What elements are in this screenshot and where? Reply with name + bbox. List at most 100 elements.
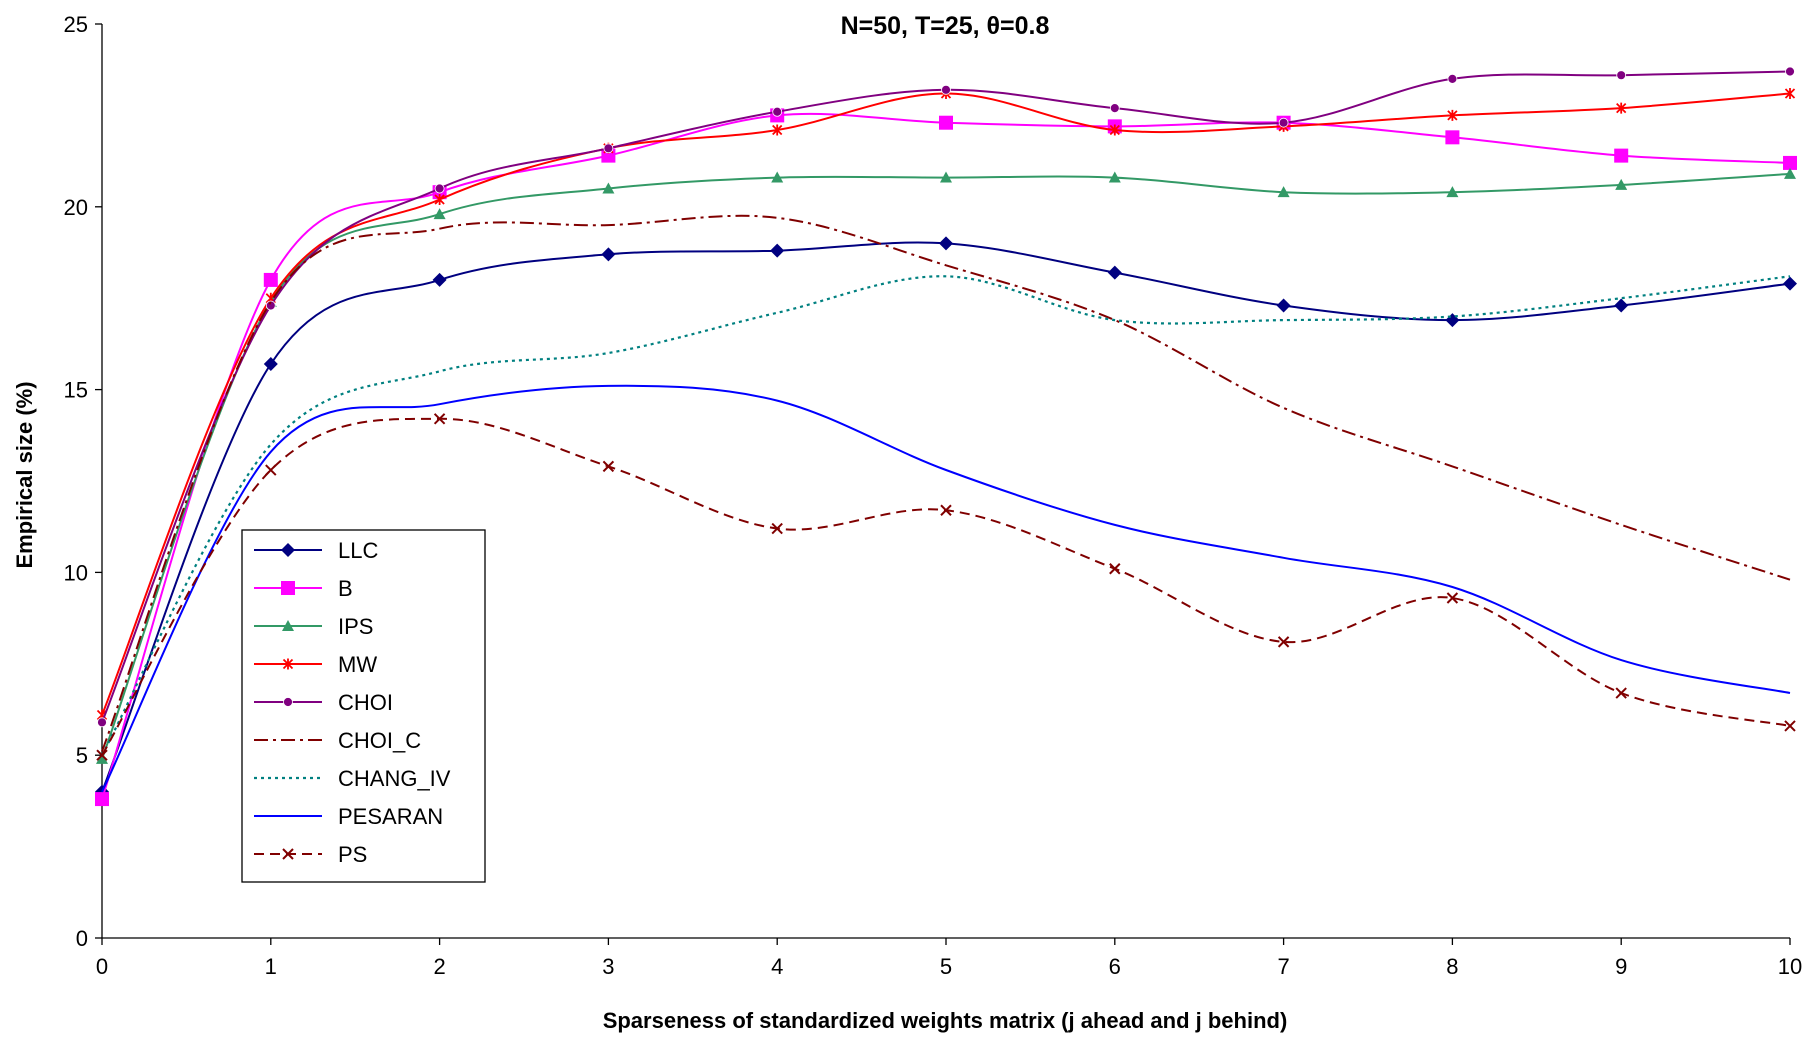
legend-label-pesaran: PESARAN: [338, 804, 443, 829]
y-tick-label: 0: [76, 926, 88, 951]
legend-label-mw: MW: [338, 652, 377, 677]
legend-label-chang-iv: CHANG_IV: [338, 766, 451, 791]
x-tick-label: 3: [602, 954, 614, 979]
data-point-ips: [1277, 186, 1290, 198]
data-point-ips: [940, 171, 952, 183]
data-point-llc: [1783, 276, 1797, 291]
data-point-ips: [96, 752, 108, 764]
legend-label-ips: IPS: [338, 614, 373, 639]
data-point-b: [95, 792, 109, 807]
data-point-mw: [1616, 102, 1627, 114]
legend-item-pesaran: PESARAN: [254, 804, 443, 829]
data-point-ps: [1615, 687, 1627, 699]
legend-label-b: B: [338, 576, 353, 601]
x-tick-label: 2: [433, 954, 445, 979]
x-axis-label: Sparseness of standardized weights matri…: [603, 1008, 1288, 1033]
series-pesaran: [101, 384, 1791, 793]
data-point-ps: [771, 522, 783, 535]
series-choi-c: [101, 214, 1791, 752]
data-point-llc: [939, 236, 953, 251]
series-line-choi-c: [101, 214, 1791, 752]
legend-marker-ips: [282, 620, 294, 631]
data-point-choi: [1447, 73, 1458, 84]
x-tick-label: 7: [1277, 954, 1289, 979]
series-line-b: [101, 112, 1791, 800]
x-tick-label: 0: [96, 954, 108, 979]
data-point-mw: [1784, 87, 1796, 99]
data-point-ips: [602, 182, 615, 194]
data-point-choi: [265, 300, 276, 311]
data-point-b: [939, 115, 953, 130]
data-point-ps: [1446, 592, 1459, 604]
legend-marker-mw: [282, 658, 294, 670]
series-line-mw: [101, 92, 1791, 716]
data-point-choi: [1278, 117, 1289, 128]
x-tick-label: 4: [771, 954, 783, 979]
data-point-llc: [601, 247, 616, 262]
data-point-mw: [772, 124, 783, 136]
data-point-llc: [1276, 298, 1291, 313]
data-point-ps: [1784, 720, 1796, 732]
legend-item-choi: CHOI: [254, 690, 393, 715]
chart-title: N=50, T=25, θ=0.8: [841, 12, 1050, 40]
legend-item-mw: MW: [254, 652, 377, 677]
legend-marker-choi: [283, 697, 293, 707]
data-point-llc: [263, 357, 278, 372]
legend-label-choi-c: CHOI_C: [338, 728, 421, 753]
x-tick-label: 9: [1615, 954, 1627, 979]
series-line-pesaran: [101, 384, 1791, 793]
data-point-ps: [1109, 563, 1121, 575]
series-layer: [95, 66, 1797, 807]
legend-label-choi: CHOI: [338, 690, 393, 715]
x-tick-label: 6: [1109, 954, 1121, 979]
data-point-b: [1783, 155, 1797, 170]
x-tick-label: 8: [1446, 954, 1458, 979]
axes: 0 5 10 15 20 25 0 1 2 3 4 5 6 7 8 9 10: [64, 12, 1803, 979]
data-point-ips: [771, 171, 784, 183]
x-tick-label: 5: [940, 954, 952, 979]
series-line-chang-iv: [101, 275, 1791, 756]
data-point-ips: [1446, 186, 1459, 198]
data-point-ps: [940, 504, 952, 516]
legend-marker-b: [281, 581, 295, 595]
legend-label-ps: PS: [338, 842, 367, 867]
data-point-ips: [1615, 178, 1628, 190]
data-point-ps: [96, 749, 108, 761]
data-point-b: [1614, 148, 1629, 163]
data-point-ps: [433, 413, 446, 425]
legend-marker-ps: [282, 848, 294, 860]
data-point-choi: [772, 106, 783, 117]
y-axis-label: Empirical size (%): [12, 381, 37, 568]
legend-item-choi-c: CHOI_C: [254, 728, 421, 753]
data-point-mw: [434, 193, 445, 205]
y-tick-label: 15: [64, 378, 88, 403]
data-point-choi: [1785, 66, 1795, 77]
y-tick-label: 20: [64, 195, 88, 220]
data-point-ips: [1784, 167, 1796, 179]
legend-marker-llc: [281, 543, 295, 557]
data-point-ips: [433, 208, 446, 220]
data-point-b: [263, 272, 278, 287]
series-line-llc: [101, 241, 1791, 793]
legend-item-ps: PS: [254, 842, 367, 867]
legend-label-llc: LLC: [338, 538, 378, 563]
series-chang-iv: [101, 275, 1791, 756]
data-point-llc: [432, 272, 447, 287]
data-point-ps: [602, 460, 615, 473]
legend-item-chang-iv: CHANG_IV: [254, 766, 451, 791]
data-point-mw: [1447, 109, 1458, 121]
x-tick-label: 1: [265, 954, 277, 979]
legend: LLC B IPS MW CHOI CHOI_C CHANG_IV PESARAN PS: [241, 529, 486, 883]
y-tick-label: 10: [64, 560, 88, 585]
data-point-llc: [770, 243, 785, 258]
series-line-ps: [101, 417, 1791, 756]
data-point-choi: [434, 183, 445, 194]
data-point-ips: [1108, 171, 1121, 183]
legend-item-ips: IPS: [254, 614, 373, 639]
data-point-choi: [941, 84, 951, 95]
data-point-choi: [97, 717, 107, 728]
series-ps: [96, 413, 1796, 761]
x-tick-label: 10: [1778, 954, 1802, 979]
data-point-choi: [1109, 103, 1120, 113]
data-point-ps: [265, 464, 277, 476]
